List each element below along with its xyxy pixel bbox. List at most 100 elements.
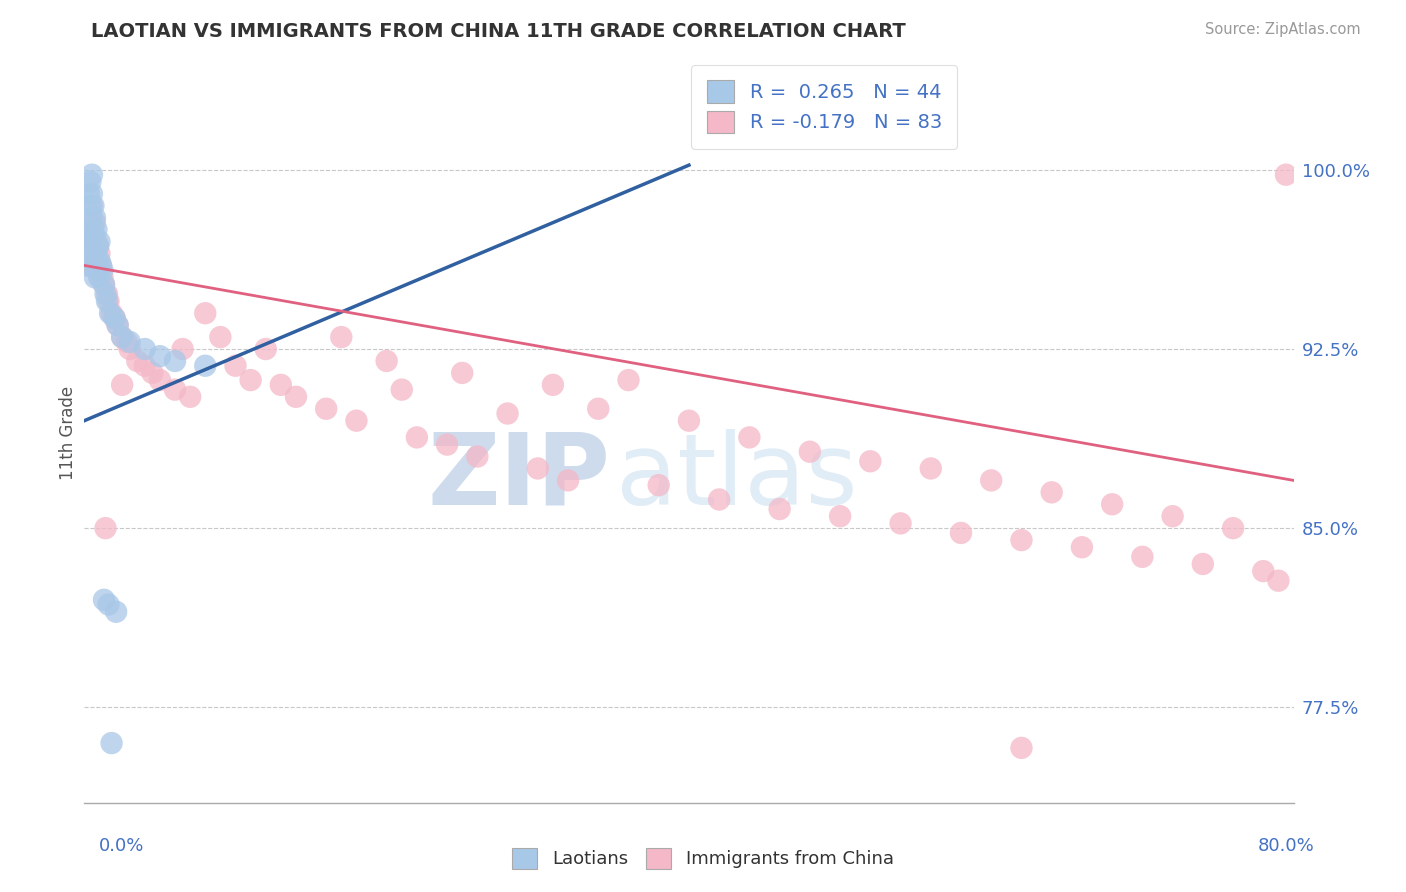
Point <box>799 444 821 458</box>
Point <box>77 259 100 273</box>
Point <box>79 235 101 249</box>
Point <box>115 334 138 349</box>
Point <box>84 246 107 260</box>
Point <box>391 383 413 397</box>
Point <box>375 354 398 368</box>
Text: atlas: atlas <box>616 428 858 525</box>
Point <box>496 407 519 421</box>
Point <box>107 318 129 333</box>
Point <box>709 492 731 507</box>
Point <box>77 222 100 236</box>
Text: 80.0%: 80.0% <box>1258 837 1315 855</box>
Point <box>84 270 107 285</box>
Point <box>859 454 882 468</box>
Point <box>82 222 104 236</box>
Point <box>769 502 792 516</box>
Point <box>179 390 201 404</box>
Point <box>194 306 217 320</box>
Point <box>1275 168 1298 182</box>
Point <box>1253 564 1275 578</box>
Text: Source: ZipAtlas.com: Source: ZipAtlas.com <box>1205 22 1361 37</box>
Point <box>94 521 117 535</box>
Point <box>1222 521 1244 535</box>
Point <box>172 342 194 356</box>
Point <box>118 342 141 356</box>
Point <box>738 430 761 444</box>
Point <box>80 168 103 182</box>
Point <box>134 359 156 373</box>
Point <box>346 414 368 428</box>
Point <box>80 222 103 236</box>
Point <box>1192 557 1215 571</box>
Point <box>141 366 163 380</box>
Point <box>557 474 579 488</box>
Point <box>77 235 100 249</box>
Point <box>107 318 129 333</box>
Point <box>1101 497 1123 511</box>
Point <box>527 461 550 475</box>
Point <box>270 377 292 392</box>
Point <box>79 175 101 189</box>
Point <box>830 509 852 524</box>
Point <box>86 235 108 249</box>
Point <box>98 306 121 320</box>
Point <box>84 229 107 244</box>
Point <box>91 270 114 285</box>
Point <box>84 211 107 225</box>
Point <box>541 377 564 392</box>
Point <box>165 354 187 368</box>
Point <box>1130 549 1153 564</box>
Point <box>330 330 353 344</box>
Point <box>96 294 118 309</box>
Point <box>90 259 112 273</box>
Point <box>111 330 134 344</box>
Point <box>82 199 104 213</box>
Point <box>104 310 127 325</box>
Point <box>86 246 108 260</box>
Point <box>980 474 1002 488</box>
Point <box>79 246 101 260</box>
Point <box>87 239 110 253</box>
Legend: Laotians, Immigrants from China: Laotians, Immigrants from China <box>505 840 901 876</box>
Point <box>1267 574 1289 588</box>
Point <box>111 377 134 392</box>
Text: 0.0%: 0.0% <box>98 837 143 855</box>
Point <box>149 349 172 363</box>
Point <box>93 277 115 292</box>
Point <box>239 373 262 387</box>
Point <box>96 287 118 301</box>
Point <box>97 294 120 309</box>
Point <box>678 414 700 428</box>
Point <box>225 359 247 373</box>
Point <box>93 592 115 607</box>
Point <box>89 246 111 260</box>
Point <box>111 330 134 344</box>
Point <box>1011 740 1033 755</box>
Point <box>315 401 337 416</box>
Point <box>104 310 127 325</box>
Point <box>406 430 429 444</box>
Point <box>1040 485 1063 500</box>
Point <box>79 199 101 213</box>
Point <box>80 211 103 225</box>
Point <box>890 516 912 531</box>
Point <box>87 239 110 253</box>
Point <box>118 334 141 349</box>
Text: ZIP: ZIP <box>427 428 610 525</box>
Point <box>93 277 115 292</box>
Point <box>920 461 942 475</box>
Point <box>82 253 104 268</box>
Point <box>80 246 103 260</box>
Point <box>467 450 489 464</box>
Point <box>97 598 120 612</box>
Point <box>451 366 474 380</box>
Point <box>285 390 308 404</box>
Point <box>127 354 149 368</box>
Point <box>100 736 122 750</box>
Point <box>89 235 111 249</box>
Point <box>194 359 217 373</box>
Point <box>1161 509 1184 524</box>
Point <box>91 263 114 277</box>
Point <box>134 342 156 356</box>
Point <box>80 259 103 273</box>
